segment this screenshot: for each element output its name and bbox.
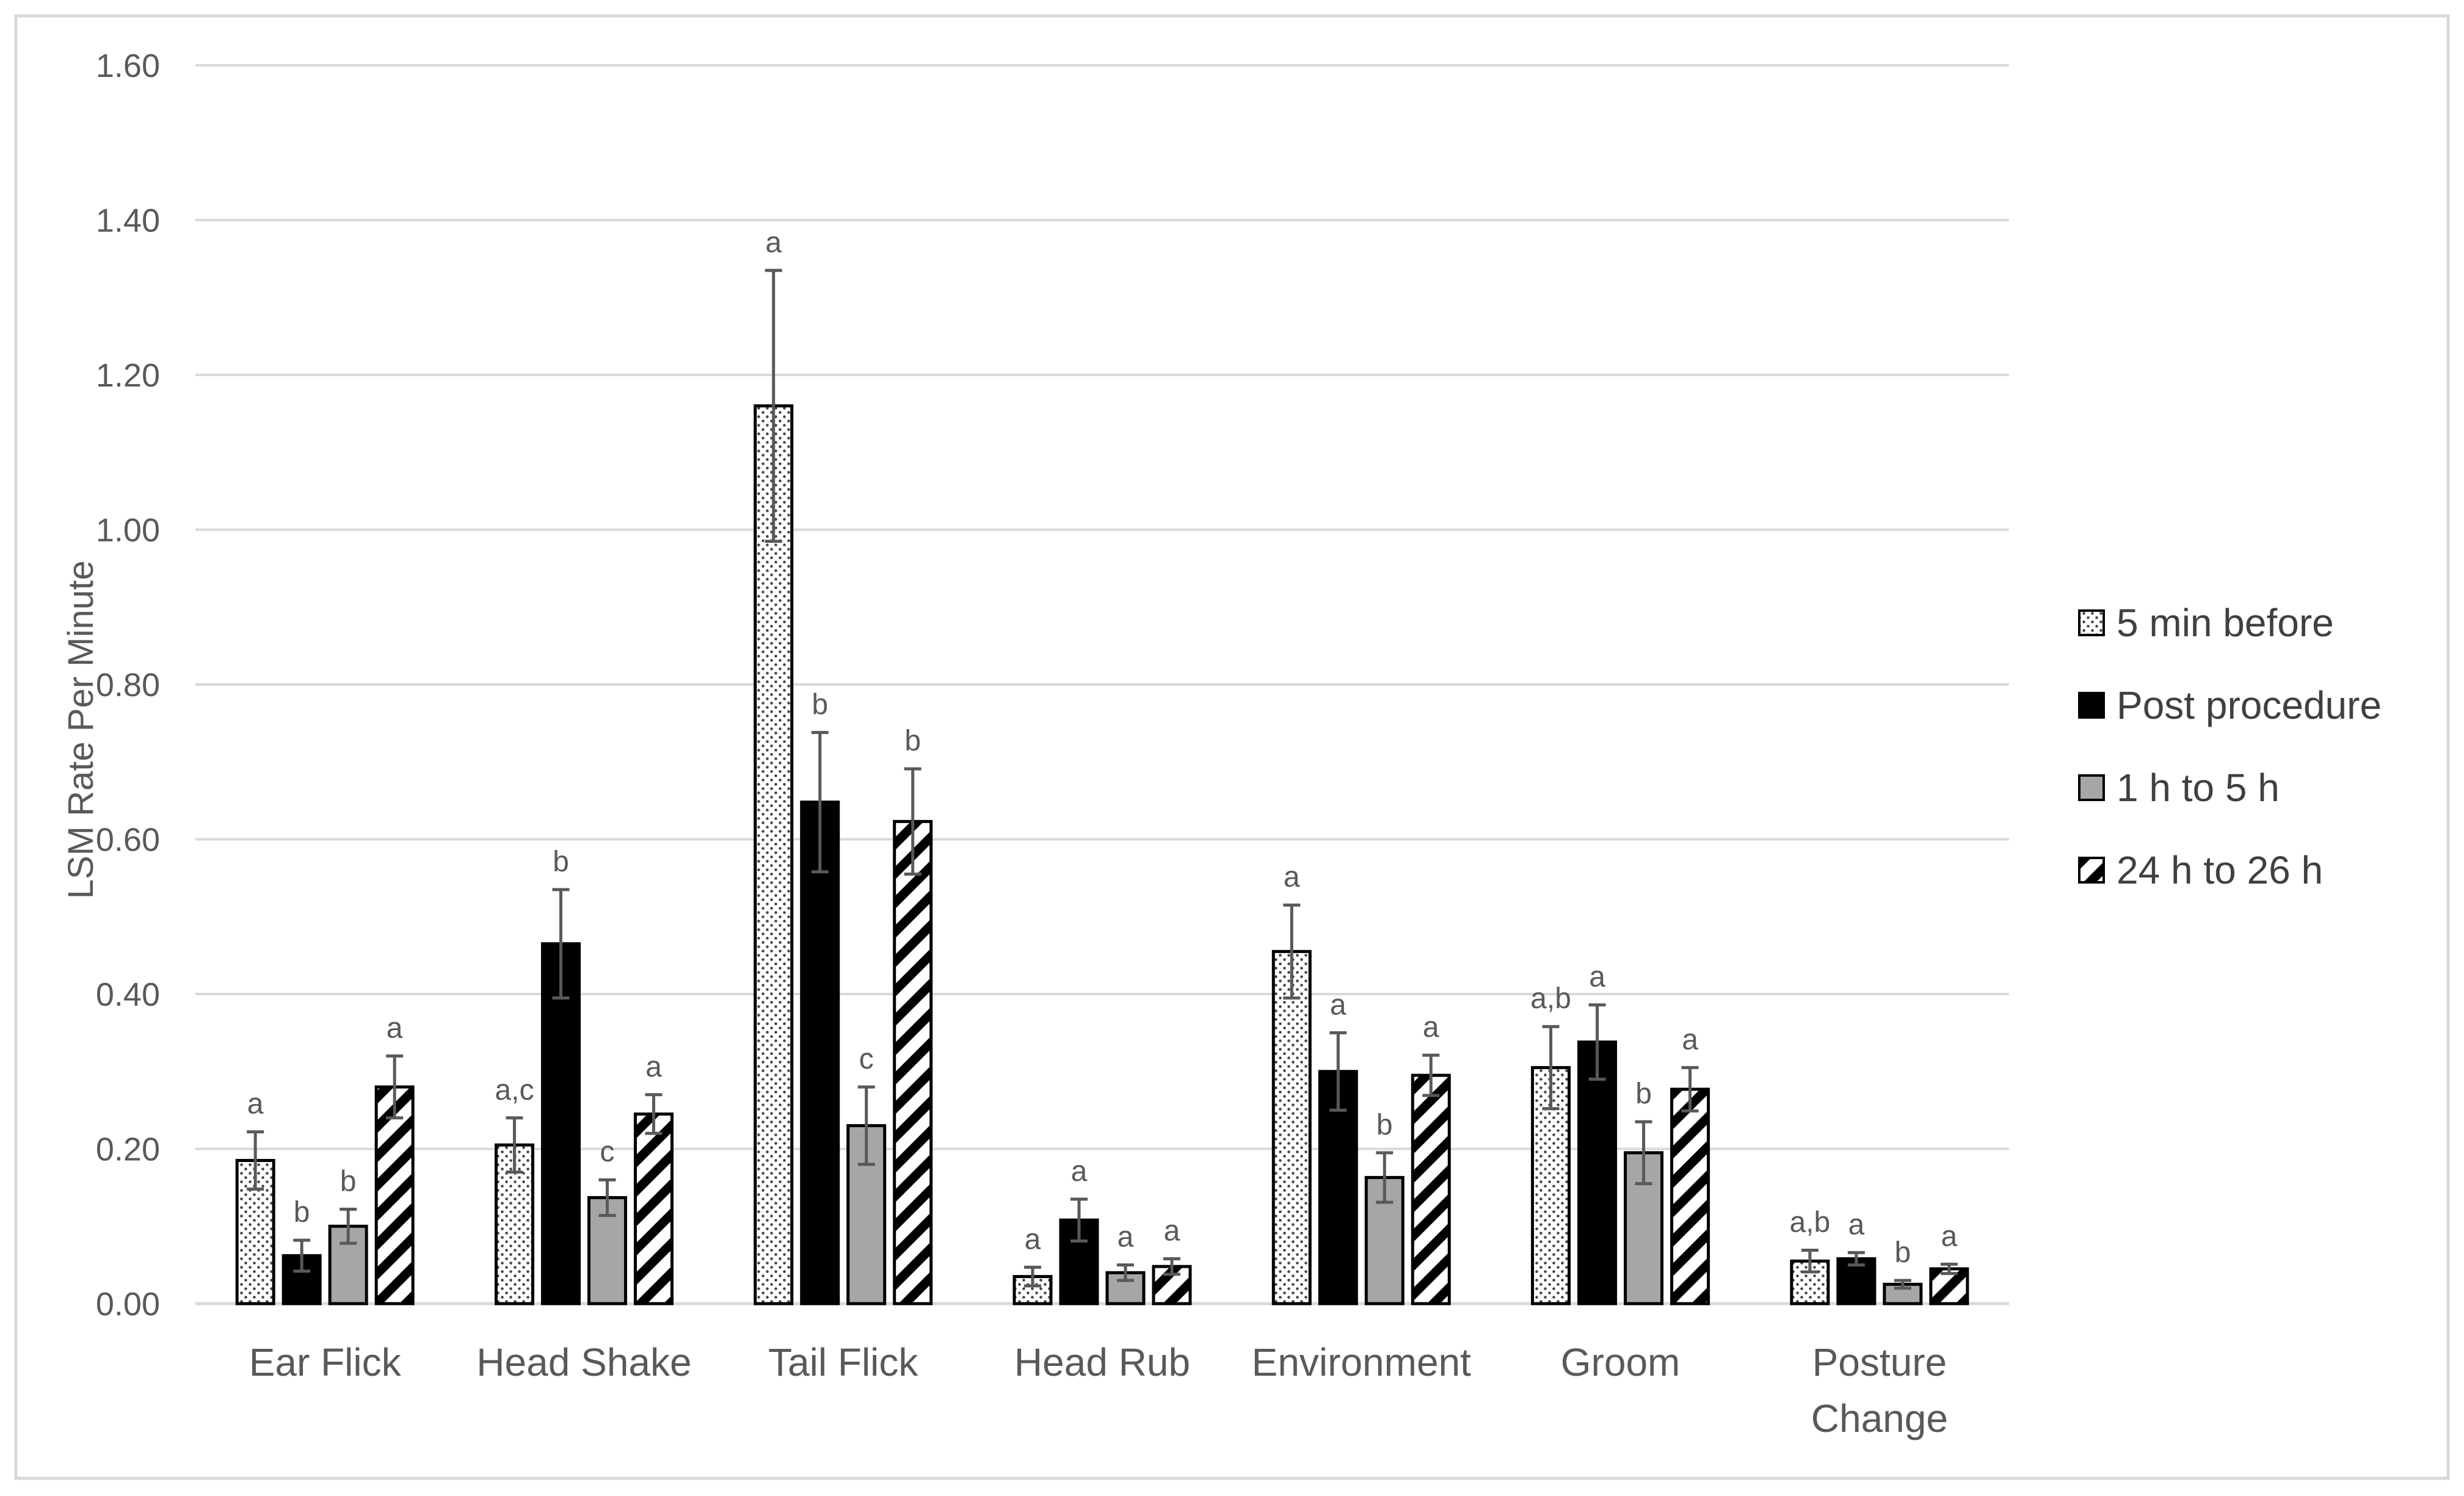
y-tick-label: 1.00: [96, 512, 160, 549]
significance-label: b: [553, 846, 569, 878]
bar: [1364, 1175, 1405, 1305]
significance-label: a: [1682, 1023, 1698, 1056]
legend-swatch: [2078, 857, 2105, 884]
significance-label: a: [1330, 989, 1346, 1021]
category-label: Ear Flick: [249, 1340, 402, 1384]
legend-swatch: [2078, 692, 2105, 719]
significance-label: a: [645, 1051, 662, 1083]
significance-label: b: [812, 689, 828, 721]
legend-label: Post procedure: [2117, 683, 2382, 727]
category-label: Environment: [1252, 1340, 1472, 1384]
category-label: Head Shake: [476, 1340, 691, 1384]
significance-label: b: [1635, 1078, 1652, 1110]
bar: [800, 801, 840, 1305]
significance-label: a: [1848, 1208, 1865, 1241]
legend-swatch: [2078, 774, 2105, 801]
y-tick-label: 0.40: [96, 976, 160, 1013]
legend-label: 5 min before: [2117, 601, 2334, 645]
chart-border: [14, 14, 2450, 1480]
bar: [1577, 1040, 1618, 1305]
y-axis-ticks: 0.00 0.20 0.40 0.60 0.80 1.00 1.20 1.40 1.60: [96, 48, 160, 1323]
significance-label: a: [1118, 1221, 1134, 1254]
legend-swatch: [2078, 609, 2105, 636]
significance-label: a: [247, 1088, 264, 1120]
category-label: Groom: [1561, 1340, 1681, 1384]
bar: [1271, 950, 1312, 1305]
bar: [633, 1112, 674, 1305]
significance-label: a: [1025, 1223, 1041, 1255]
legend: 5 min before Post procedure 1 h to 5 h 24 h…: [2078, 601, 2382, 892]
bar: [754, 404, 794, 1305]
x-axis-labels: Ear Flick Head Shake Tail Flick Head Rub Env…: [249, 1340, 1948, 1440]
category-label: Change: [1811, 1396, 1948, 1440]
bar: [1411, 1073, 1451, 1305]
legend-label: 1 h to 5 h: [2117, 766, 2280, 810]
significance-label: b: [294, 1196, 310, 1229]
significance-label: b: [904, 725, 921, 757]
significance-label: a: [1164, 1215, 1180, 1247]
significance-label: a: [765, 227, 782, 259]
legend-label: 24 h to 26 h: [2117, 848, 2323, 892]
error-bars: [247, 269, 1958, 1290]
bar: [540, 942, 581, 1305]
significance-label: a: [1423, 1011, 1439, 1044]
category-label: Posture: [1812, 1340, 1947, 1384]
significance-label: a: [1941, 1220, 1958, 1252]
significance-label: a: [1284, 861, 1300, 893]
bar: [1670, 1088, 1710, 1305]
y-axis-title: LSM Rate Per Minute: [61, 561, 101, 899]
bars: [235, 404, 1969, 1305]
y-tick-label: 0.00: [96, 1286, 160, 1323]
y-tick-label: 1.60: [96, 48, 160, 84]
y-tick-label: 0.80: [96, 667, 160, 703]
category-label: Tail Flick: [768, 1340, 918, 1384]
y-tick-label: 0.20: [96, 1131, 160, 1168]
significance-label: c: [600, 1136, 614, 1168]
significance-label: a: [1589, 961, 1605, 993]
y-tick-label: 0.60: [96, 822, 160, 859]
significance-label: c: [859, 1043, 874, 1075]
significance-label: a,b: [1530, 982, 1571, 1015]
y-tick-label: 1.40: [96, 203, 160, 239]
significance-label: b: [340, 1165, 357, 1197]
significance-label: a: [1071, 1155, 1088, 1188]
significance-label: a: [387, 1012, 403, 1044]
y-tick-label: 1.20: [96, 357, 160, 394]
significance-label: b: [1376, 1109, 1393, 1141]
bar: [893, 819, 933, 1305]
significance-label: a,b: [1789, 1207, 1830, 1239]
significance-label: b: [1895, 1236, 1911, 1269]
category-label: Head Rub: [1014, 1340, 1190, 1384]
significance-label: a,c: [495, 1074, 534, 1106]
bar: [374, 1085, 415, 1305]
